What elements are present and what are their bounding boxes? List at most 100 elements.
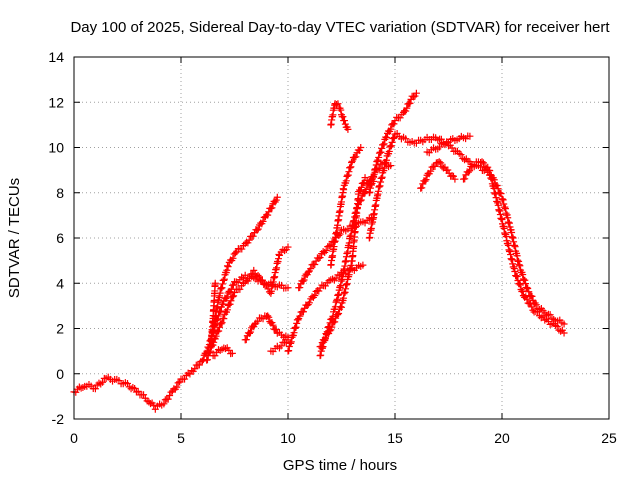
data-point bbox=[321, 335, 329, 343]
data-point bbox=[337, 106, 345, 114]
data-point bbox=[203, 356, 211, 364]
data-point bbox=[457, 151, 465, 159]
y-tick-label: 8 bbox=[56, 185, 64, 201]
data-point bbox=[528, 292, 536, 300]
data-point bbox=[461, 175, 469, 183]
data-point bbox=[334, 100, 342, 108]
data-point bbox=[385, 147, 393, 155]
data-point bbox=[532, 301, 540, 309]
data-point bbox=[362, 186, 370, 194]
series-arc-j bbox=[327, 144, 365, 269]
data-point bbox=[382, 134, 390, 142]
data-point bbox=[264, 312, 272, 320]
data-point bbox=[97, 380, 105, 388]
data-point bbox=[253, 226, 261, 234]
series-arc-o bbox=[417, 158, 459, 192]
data-point bbox=[247, 328, 255, 336]
data-point bbox=[224, 263, 232, 271]
data-point bbox=[238, 245, 246, 253]
x-axis-label: GPS time / hours bbox=[283, 457, 397, 474]
data-point bbox=[320, 336, 328, 344]
y-tick-label: 0 bbox=[56, 366, 64, 382]
data-point bbox=[173, 383, 181, 391]
series-arc-f bbox=[284, 261, 367, 355]
data-point bbox=[226, 300, 234, 308]
data-point bbox=[435, 158, 443, 166]
data-point bbox=[348, 157, 356, 165]
data-point bbox=[343, 172, 351, 180]
data-point bbox=[514, 277, 522, 285]
data-point bbox=[307, 265, 315, 273]
data-point bbox=[255, 273, 263, 281]
data-point bbox=[519, 275, 527, 283]
data-point bbox=[345, 168, 353, 176]
data-point bbox=[333, 100, 341, 108]
data-point bbox=[220, 275, 228, 283]
series-arc-k bbox=[365, 89, 420, 197]
data-point bbox=[511, 267, 519, 275]
data-point bbox=[315, 254, 323, 262]
data-point bbox=[228, 349, 236, 357]
data-point bbox=[150, 401, 158, 409]
data-point bbox=[444, 166, 452, 174]
data-point bbox=[299, 277, 307, 285]
data-point bbox=[516, 262, 524, 270]
data-point bbox=[388, 138, 396, 146]
x-tick-label: 15 bbox=[387, 430, 403, 446]
data-point bbox=[220, 315, 228, 323]
data-point bbox=[339, 113, 347, 121]
data-point bbox=[211, 352, 219, 360]
data-point bbox=[160, 400, 168, 408]
data-point bbox=[311, 260, 319, 268]
data-point bbox=[516, 281, 524, 289]
data-point bbox=[300, 276, 308, 284]
chart-title: Day 100 of 2025, Sidereal Day-to-day VTE… bbox=[70, 19, 610, 36]
data-point bbox=[236, 285, 244, 293]
data-point bbox=[523, 284, 531, 292]
x-tick-label: 10 bbox=[280, 430, 296, 446]
data-point bbox=[348, 159, 356, 167]
data-point bbox=[198, 357, 206, 365]
data-point bbox=[230, 292, 238, 300]
data-point bbox=[451, 175, 459, 183]
data-point bbox=[319, 248, 327, 256]
x-tick-label: 20 bbox=[494, 430, 510, 446]
data-point bbox=[273, 193, 281, 201]
data-point bbox=[527, 300, 535, 308]
data-point bbox=[421, 177, 429, 185]
data-point bbox=[245, 329, 253, 337]
data-point bbox=[410, 93, 418, 101]
data-point bbox=[281, 247, 289, 255]
data-point bbox=[231, 249, 239, 257]
data-point bbox=[229, 254, 237, 262]
data-point bbox=[357, 183, 365, 191]
data-point bbox=[259, 217, 267, 225]
data-point bbox=[331, 318, 339, 326]
data-point bbox=[219, 300, 227, 308]
data-point bbox=[326, 327, 334, 335]
data-point bbox=[229, 293, 237, 301]
data-point bbox=[546, 311, 554, 319]
data-point bbox=[317, 342, 325, 350]
data-point bbox=[296, 312, 304, 320]
data-point bbox=[285, 342, 293, 350]
data-point bbox=[390, 120, 398, 128]
data-point bbox=[396, 114, 404, 122]
data-point bbox=[329, 275, 337, 283]
data-point bbox=[140, 391, 148, 399]
y-tick-label: 2 bbox=[56, 321, 64, 337]
series-arc-g bbox=[295, 214, 378, 292]
data-point bbox=[311, 291, 319, 299]
data-point bbox=[223, 262, 231, 270]
data-point bbox=[129, 383, 137, 391]
y-tick-label: 12 bbox=[48, 94, 64, 110]
data-point bbox=[147, 400, 155, 408]
data-point bbox=[464, 168, 472, 176]
data-point bbox=[552, 321, 559, 329]
data-point bbox=[340, 117, 348, 125]
data-point bbox=[211, 279, 219, 287]
data-point bbox=[250, 266, 258, 274]
x-tick-label: 25 bbox=[601, 430, 617, 446]
data-point bbox=[387, 125, 395, 133]
